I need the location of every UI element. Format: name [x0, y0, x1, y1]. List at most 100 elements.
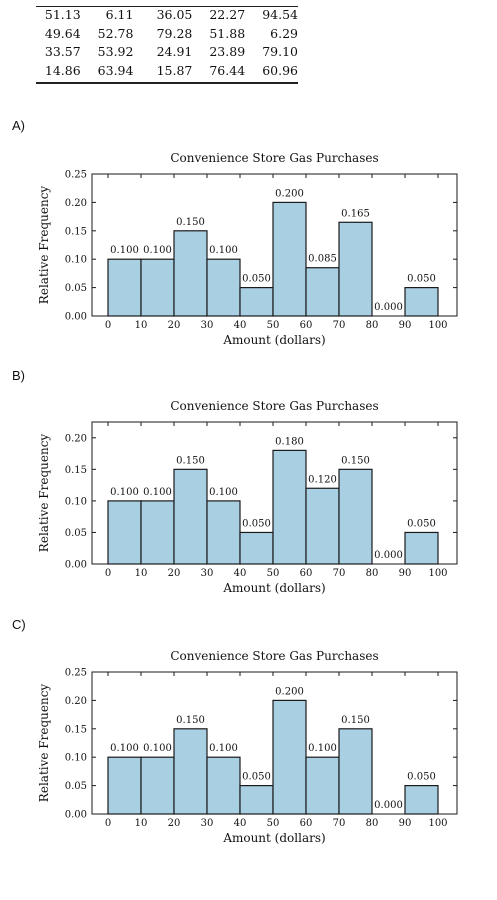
bar-value-label: 0.100 [209, 245, 238, 256]
plot-frame [91, 671, 458, 815]
histogram-bar [272, 449, 307, 565]
table-cell: 63.94 [97, 62, 134, 78]
bar-value-label: 0.150 [176, 217, 205, 228]
bar-value-label: 0.100 [209, 743, 238, 754]
table-top-rule [36, 6, 298, 7]
x-tick-label: 90 [399, 568, 412, 579]
table-cell: 36.05 [156, 7, 193, 22]
bar-value-label: 0.100 [143, 487, 172, 498]
table-cell: 79.28 [156, 25, 193, 41]
bar-value-label: 0.050 [242, 772, 271, 783]
table-cell: 6.29 [270, 25, 298, 41]
x-tick-label: 40 [234, 568, 247, 579]
y-tick-label: 0.00 [65, 312, 87, 323]
x-tick-label: 10 [135, 568, 148, 579]
x-tick-label: 60 [300, 320, 313, 331]
table-bottom-rule [36, 82, 298, 84]
bar-value-label: 0.200 [275, 686, 304, 697]
x-tick-label: 30 [201, 568, 214, 579]
x-tick-label: 70 [333, 818, 346, 829]
histogram-bar [173, 230, 208, 317]
bar-value-label: 0.165 [341, 208, 370, 219]
y-axis-label: Relative Frequency [37, 684, 51, 803]
chart-option-c: Convenience Store Gas Purchases 0.100 0.10… [30, 648, 470, 848]
bar-value-label: 0.100 [209, 487, 238, 498]
x-tick-label: 20 [168, 818, 181, 829]
x-axis-label: Amount (dollars) [222, 831, 325, 845]
x-tick-label: 80 [366, 320, 379, 331]
x-tick-label: 50 [267, 320, 280, 331]
bar-value-label: 0.100 [308, 743, 337, 754]
y-tick-label: 0.10 [65, 753, 87, 764]
bar-value-label: 0.050 [407, 274, 436, 285]
y-tick-label: 0.05 [65, 283, 87, 294]
histogram-bar [107, 258, 142, 317]
table-cell: 53.92 [97, 44, 134, 59]
y-tick-label: 0.15 [65, 226, 87, 237]
histogram-bar [140, 500, 175, 565]
bar-value-label: 0.000 [374, 800, 403, 811]
table-cell: 94.54 [262, 7, 298, 22]
histogram-bar [338, 221, 373, 317]
table-cell: 60.96 [262, 62, 298, 78]
y-tick-label: 0.10 [65, 255, 87, 266]
x-tick-label: 60 [300, 568, 313, 579]
x-tick-label: 50 [267, 568, 280, 579]
y-tick-label: 0.25 [65, 170, 87, 181]
table-cell: 79.10 [262, 44, 298, 59]
x-tick-label: 80 [366, 818, 379, 829]
histogram-bar [305, 487, 340, 565]
histogram-bar [140, 756, 175, 815]
histogram-bar [305, 267, 340, 317]
table-cell: 15.87 [156, 62, 193, 78]
bar-value-label: 0.150 [341, 715, 370, 726]
bar-value-label: 0.100 [143, 245, 172, 256]
x-tick-label: 80 [366, 568, 379, 579]
x-tick-label: 100 [428, 320, 447, 331]
option-a-label: A) [12, 118, 25, 133]
bar-value-label: 0.000 [374, 550, 403, 561]
data-table: 51.13 6.11 36.05 22.27 94.54 49.64 52.78 79.28 5… [36, 6, 298, 80]
histogram-bar [173, 468, 208, 565]
histogram-bar [239, 287, 274, 317]
x-tick-label: 70 [333, 568, 346, 579]
table-cell: 33.57 [44, 44, 81, 59]
y-tick-label: 0.20 [65, 696, 87, 707]
histogram-bar [206, 756, 241, 815]
y-tick-label: 0.00 [65, 810, 87, 821]
histogram-bar [272, 201, 307, 317]
bar-value-label: 0.100 [143, 743, 172, 754]
bar-value-label: 0.000 [374, 302, 403, 313]
x-tick-label: 30 [201, 320, 214, 331]
histogram-bar [305, 756, 340, 815]
bar-value-label: 0.150 [341, 455, 370, 466]
y-tick-label: 0.20 [65, 433, 87, 444]
x-tick-label: 20 [168, 568, 181, 579]
table-row: 14.86 63.94 15.87 76.44 60.96 [36, 62, 298, 81]
x-axis-label: Amount (dollars) [222, 581, 325, 595]
chart-option-b: Convenience Store Gas Purchases 0.100 0.10… [30, 398, 470, 598]
x-tick-label: 0 [105, 818, 111, 829]
y-axis-label: Relative Frequency [37, 434, 51, 553]
table-row: 51.13 6.11 36.05 22.27 94.54 [36, 6, 298, 25]
x-tick-label: 90 [399, 818, 412, 829]
plot-frame [91, 421, 458, 565]
histogram-bar [272, 699, 307, 815]
y-axis-label: Relative Frequency [37, 186, 51, 305]
bar-value-label: 0.100 [110, 245, 139, 256]
histogram-bar [404, 531, 439, 565]
x-tick-label: 40 [234, 818, 247, 829]
x-tick-label: 100 [428, 818, 447, 829]
x-tick-label: 0 [105, 320, 111, 331]
chart-option-a: Convenience Store Gas Purchases 0.100 0.10… [30, 150, 470, 350]
y-tick-label: 0.00 [65, 560, 87, 571]
histogram-bar [140, 258, 175, 317]
bar-value-label: 0.200 [275, 188, 304, 199]
bar-value-label: 0.180 [275, 436, 304, 447]
bar-value-label: 0.050 [242, 274, 271, 285]
option-c-label: C) [12, 617, 26, 632]
x-tick-label: 90 [399, 320, 412, 331]
histogram-bar [404, 287, 439, 317]
